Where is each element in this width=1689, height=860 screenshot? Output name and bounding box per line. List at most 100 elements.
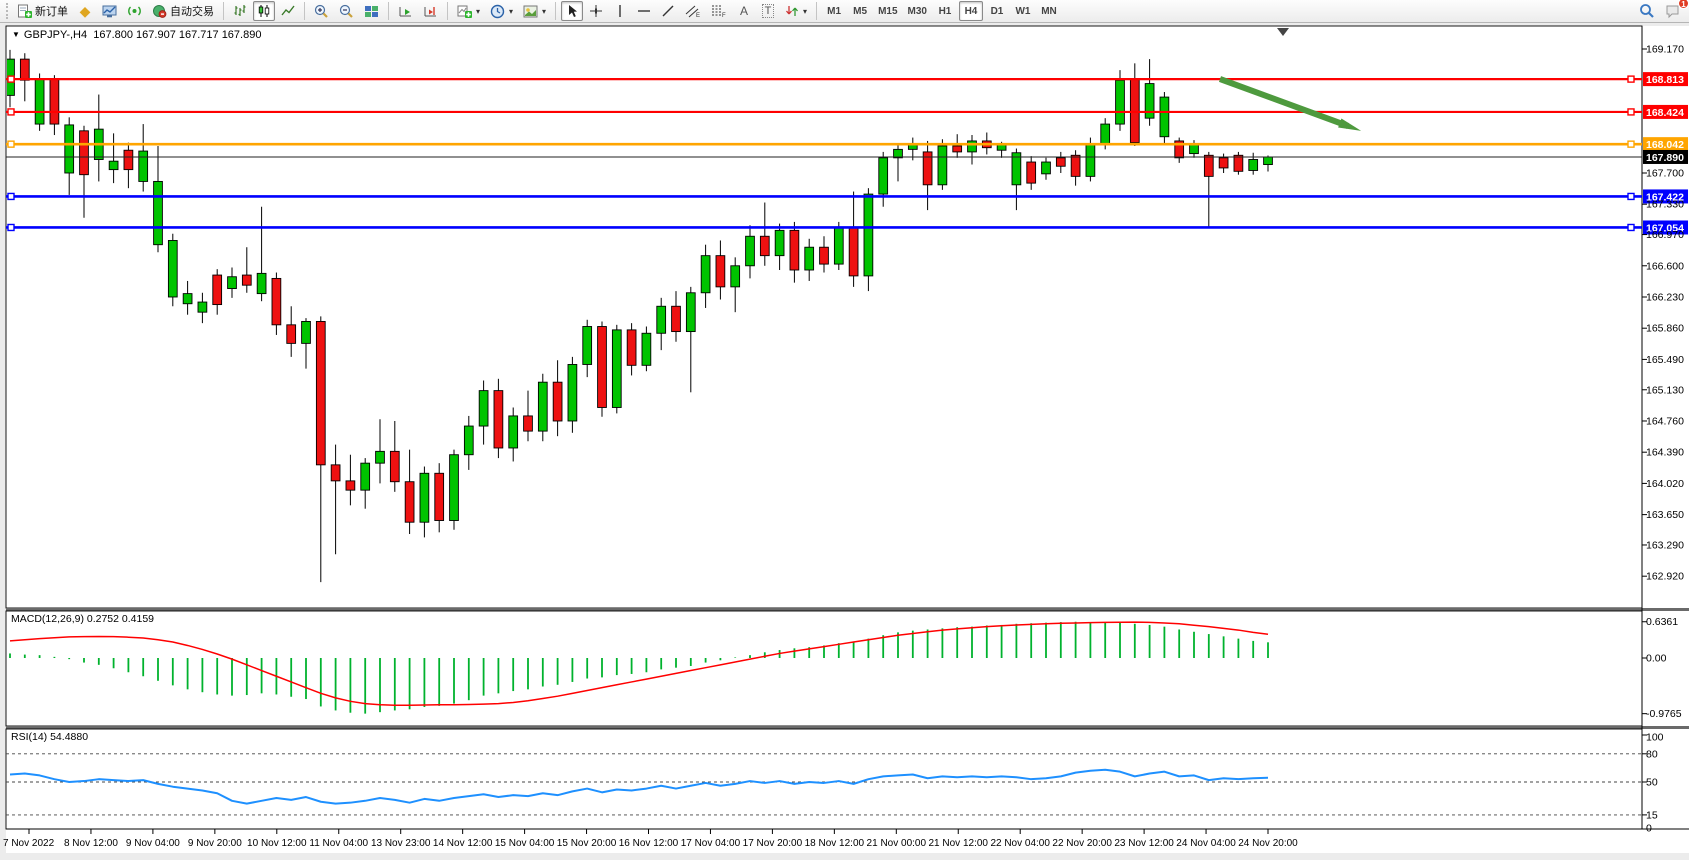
tf-button-m5[interactable]: M5 [853, 5, 868, 17]
cursor-button[interactable] [561, 1, 584, 21]
chevron-down-icon[interactable]: ▼ [12, 30, 20, 39]
rsi-indicator-label: RSI(14) 54.4880 [11, 731, 89, 743]
rsi-panel[interactable] [5, 728, 1643, 830]
candle-14 [212, 274, 223, 306]
candle-72 [1070, 154, 1081, 177]
candle-81 [1203, 154, 1214, 177]
candle-73 [1085, 143, 1096, 177]
candle-31 [463, 425, 474, 456]
channel-icon: E [685, 5, 700, 18]
line-chart-button[interactable] [277, 1, 299, 21]
template-icon [523, 5, 538, 17]
terminal-button[interactable] [98, 1, 121, 21]
zoom-out-button[interactable] [335, 1, 358, 21]
horizontal-line-button[interactable] [633, 1, 655, 21]
candle-35 [523, 415, 533, 432]
time-axis-area[interactable] [6, 829, 1689, 853]
main-chart-panel[interactable] [5, 25, 1643, 609]
tf-button-m1[interactable]: M1 [827, 5, 842, 17]
crosshair-button[interactable] [585, 1, 607, 21]
candle-60 [893, 148, 903, 159]
candle-71 [1055, 157, 1066, 167]
tf-button-h1[interactable]: H1 [938, 5, 952, 17]
indicators-button[interactable]: ▾ [453, 1, 484, 21]
time-tick-label: 22 Nov 04:00 [990, 838, 1050, 849]
panel-splitter[interactable] [6, 726, 1689, 729]
autotrading-button[interactable]: 自动交易 [148, 1, 218, 21]
candle-10 [153, 180, 163, 246]
line-handle[interactable] [1627, 75, 1635, 83]
candle-22 [330, 464, 341, 482]
search-button[interactable] [1635, 1, 1659, 21]
svg-text:F: F [722, 13, 726, 18]
candlestick-chart-icon [258, 5, 270, 17]
new-order-button[interactable]: 新订单 [13, 1, 72, 21]
terminal-icon [102, 5, 117, 17]
candle-24 [360, 462, 371, 491]
zoom-in-button[interactable] [310, 1, 333, 21]
trend-arrow-head [1338, 118, 1362, 131]
arrows-tool-button[interactable]: ▾ [781, 1, 811, 21]
line-handle[interactable] [7, 140, 15, 148]
toolbar-grip[interactable] [6, 3, 9, 19]
tf-button-w1[interactable]: W1 [1015, 5, 1031, 17]
tf-button-m30[interactable]: M30 [907, 5, 927, 17]
tf-button-m15[interactable]: M15 [878, 5, 898, 17]
candle-38 [567, 364, 578, 422]
candle-59 [878, 157, 889, 195]
horizontal-line-icon [638, 10, 651, 12]
price-tick-label: 165.860 [1646, 323, 1684, 335]
line-handle[interactable] [1627, 108, 1635, 116]
fibonacci-button[interactable]: F [707, 1, 731, 21]
line-handle[interactable] [1627, 140, 1635, 148]
tf-button-h4[interactable]: H4 [958, 1, 983, 21]
candle-74 [1100, 123, 1111, 144]
line-handle[interactable] [7, 108, 15, 116]
text-tool-button[interactable]: A [733, 1, 755, 21]
tile-windows-icon [365, 5, 378, 17]
channel-button[interactable]: E [681, 1, 705, 21]
fibonacci-icon: F [712, 5, 726, 18]
vertical-line-button[interactable] [609, 1, 631, 21]
signals-button[interactable] [123, 1, 146, 21]
chat-bubble-icon [1666, 5, 1679, 18]
line-handle[interactable] [7, 75, 15, 83]
candle-20 [301, 321, 311, 344]
time-tick-label: 15 Nov 04:00 [495, 838, 555, 849]
candle-79 [1174, 140, 1185, 159]
line-handle[interactable] [7, 223, 15, 232]
time-tick-label: 7 Nov 2022 [3, 838, 55, 849]
trend-arrow[interactable] [1218, 76, 1350, 129]
bar-chart-button[interactable] [229, 1, 251, 21]
candle-13 [197, 301, 208, 313]
panel-splitter[interactable] [6, 608, 1689, 611]
separator [388, 2, 389, 20]
line-handle[interactable] [7, 192, 15, 201]
price-axis-area[interactable] [1642, 26, 1689, 829]
text-label-button[interactable]: T [757, 1, 779, 21]
candlestick-chart-button[interactable] [253, 1, 275, 21]
periods-button[interactable]: ▾ [486, 1, 517, 21]
notifications-button[interactable]: 1 [1661, 0, 1689, 21]
candle-32 [478, 390, 489, 427]
trendline-button[interactable] [657, 1, 679, 21]
candle-27 [404, 481, 415, 523]
templates-button[interactable]: ▾ [519, 1, 550, 21]
candle-64 [952, 145, 963, 153]
macd-tick-label: -0.9765 [1646, 708, 1682, 720]
tf-button-d1[interactable]: D1 [990, 5, 1004, 17]
tile-windows-button[interactable] [360, 1, 383, 21]
metaeditor-button[interactable]: ◆ [74, 1, 96, 21]
tf-button-mn[interactable]: MN [1041, 5, 1057, 17]
line-handle[interactable] [1627, 223, 1635, 232]
candle-26 [389, 450, 400, 483]
candle-47 [700, 255, 711, 294]
price-tick-label: 163.290 [1646, 539, 1684, 551]
dropdown-caret: ▾ [542, 6, 547, 16]
macd-panel[interactable] [5, 610, 1643, 727]
chart-shift-button[interactable] [419, 1, 442, 21]
autoscroll-button[interactable] [394, 1, 417, 21]
text-label-icon: T [761, 4, 775, 18]
line-handle[interactable] [1627, 192, 1635, 201]
